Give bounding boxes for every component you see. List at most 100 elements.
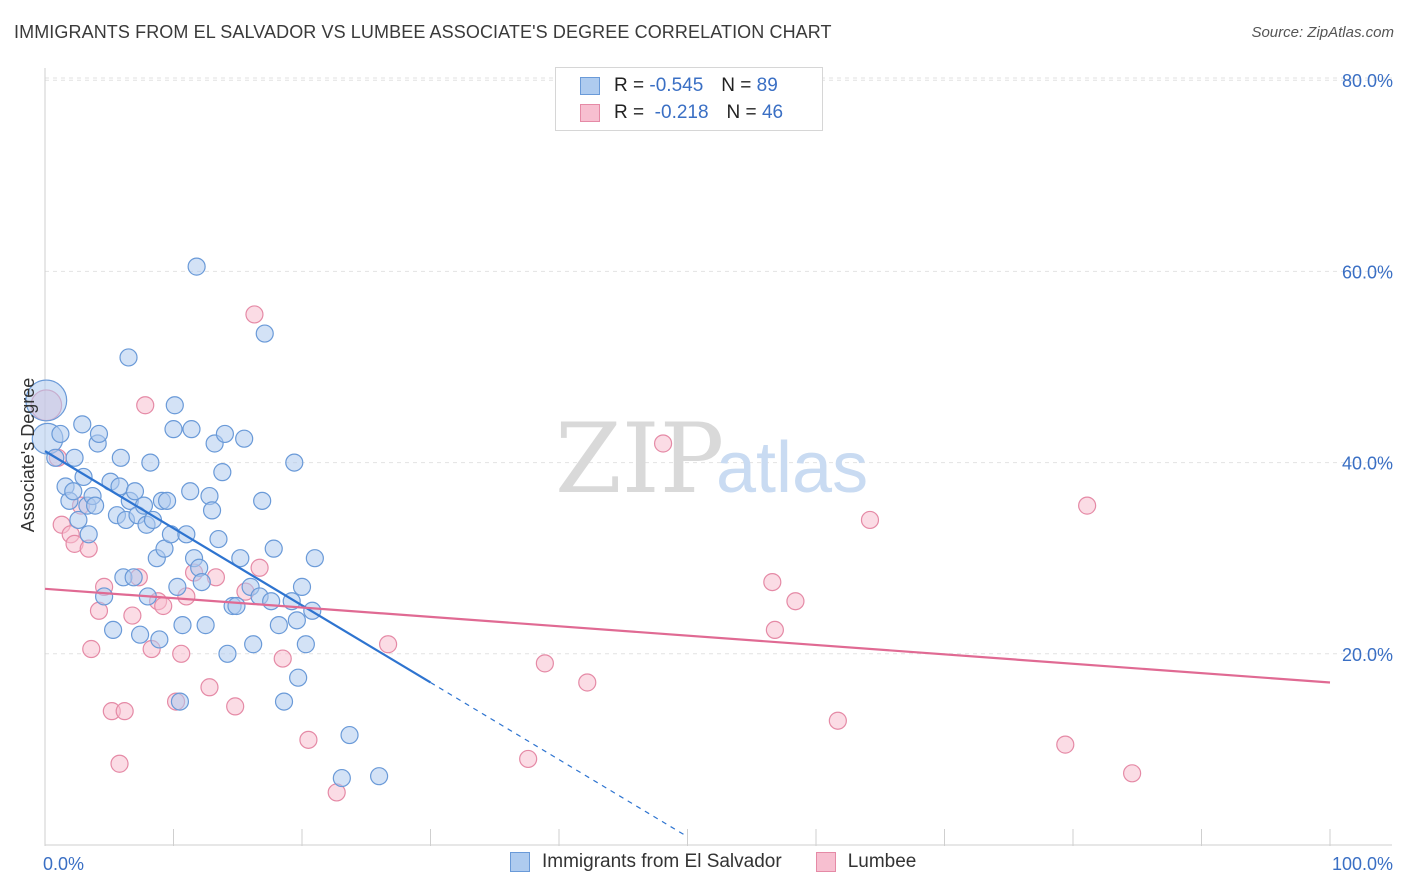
el-salvador-point [296, 635, 315, 654]
el-salvador-point [181, 482, 200, 501]
el-salvador-point [253, 491, 272, 510]
legend-r-label: R = [614, 75, 645, 96]
lumbee-point [273, 649, 292, 668]
el-salvador-point [244, 635, 263, 654]
legend-n-value: 89 [756, 75, 778, 96]
lumbee-point [245, 305, 264, 324]
el-salvador-point [125, 482, 145, 501]
el-salvador-point [164, 420, 183, 439]
lumbee-point [765, 620, 784, 640]
el-salvador-point [269, 616, 288, 635]
el-salvador-point [215, 424, 234, 444]
chart-title: IMMIGRANTS FROM EL SALVADOR VS LUMBEE AS… [14, 22, 832, 42]
y-tick-label: 20.0% [1342, 645, 1393, 665]
grid-lines [45, 77, 1392, 655]
lumbee-point [115, 702, 134, 721]
legend-r-label: R = [614, 102, 645, 123]
lumbee-trend-line [44, 587, 1331, 684]
lumbee-point [828, 711, 847, 730]
legend-row-lumbee: R = -0.218 N = 46 [580, 101, 783, 125]
trend-lines [44, 450, 1331, 838]
legend-n-label: N = [726, 102, 757, 123]
watermark-atlas: atlas [716, 428, 868, 508]
y-tick-label: 40.0% [1342, 454, 1393, 474]
lumbee-point [763, 572, 782, 592]
lumbee-point [123, 606, 142, 625]
el-salvador-point [192, 572, 211, 592]
el-salvador-point [165, 396, 184, 415]
lumbee-point [82, 639, 101, 659]
el-salvador-point [130, 625, 150, 644]
el-salvador-point [235, 429, 254, 448]
lumbee-point [1123, 764, 1142, 783]
el-salvador-point [187, 257, 206, 276]
el-salvador-point [69, 510, 88, 530]
el-salvador-point [168, 577, 187, 596]
lumbee-point [226, 697, 245, 716]
el-salvador-point [124, 568, 143, 587]
el-salvador-point [173, 616, 192, 635]
lumbee-point [1078, 496, 1097, 515]
lumbee-point [378, 635, 398, 654]
el-salvador-point [340, 725, 359, 745]
legend-swatch-pink [815, 852, 836, 872]
axis-labels: 20.0% 40.0% 60.0% 80.0% 0.0% 100.0% [43, 71, 1393, 874]
el-salvador-point [170, 692, 190, 711]
el-salvador-point [202, 501, 222, 520]
x-tick-label-max: 100.0% [1332, 854, 1393, 874]
el-salvador-point [209, 529, 228, 549]
lumbee-point [1056, 735, 1075, 754]
y-tick-label: 60.0% [1342, 262, 1393, 282]
el-salvador-point [104, 620, 123, 640]
lumbee-point [786, 592, 805, 611]
el-salvador-point [95, 587, 114, 606]
el-salvador-points [25, 257, 389, 788]
el-salvador-point [289, 668, 308, 687]
el-salvador-point [86, 496, 105, 515]
el-salvador-point [264, 539, 283, 558]
lumbee-point [860, 510, 880, 530]
legend-n-label: N = [721, 75, 752, 96]
el-salvador-point [196, 616, 215, 635]
el-salvador-point [79, 525, 98, 544]
source-label: Source: ZipAtlas.com [1251, 24, 1394, 41]
el-salvador-point [119, 348, 138, 367]
legend-row-el-salvador: R = -0.545 N = 89 [580, 74, 778, 98]
lumbee-point [154, 596, 173, 616]
el-salvador-point [292, 577, 312, 596]
legend-swatch-blue [510, 852, 530, 872]
el-salvador-point [285, 453, 304, 472]
el-salvador-point [213, 463, 232, 482]
el-salvador-point [305, 549, 324, 568]
watermark: ZIP atlas [555, 403, 868, 515]
lumbee-point [535, 654, 554, 673]
el-salvador-point [287, 611, 306, 630]
el-salvador-trend-extension [430, 681, 688, 838]
lumbee-point [519, 749, 538, 769]
legend-r-value: -0.218 [654, 102, 709, 123]
el-salvador-trend-line [44, 450, 432, 684]
lumbee-point [172, 644, 191, 663]
series-legend: Immigrants from El Salvador Lumbee [510, 851, 950, 873]
watermark-zip: ZIP [555, 403, 724, 515]
el-salvador-point [370, 767, 389, 786]
correlation-legend: R = -0.545 N = 89 R = -0.218 N = 46 [555, 67, 823, 131]
el-salvador-point [64, 482, 83, 501]
el-salvador-point [262, 592, 281, 611]
x-tick-label-min: 0.0% [43, 854, 84, 874]
lumbee-point [200, 678, 219, 697]
legend-item-lumbee: Lumbee [815, 851, 917, 873]
el-salvador-point [73, 415, 92, 434]
el-salvador-point [182, 420, 201, 439]
legend-label-el-salvador: Immigrants from El Salvador [542, 851, 782, 872]
legend-label-lumbee: Lumbee [847, 851, 917, 872]
lumbee-point [250, 558, 269, 577]
el-salvador-point [161, 525, 181, 544]
lumbee-point [653, 434, 673, 453]
el-salvador-point [332, 768, 351, 788]
lumbee-point [299, 730, 318, 749]
el-salvador-point [111, 448, 130, 467]
legend-r-value: -0.545 [649, 75, 704, 96]
lumbee-point [110, 754, 129, 773]
